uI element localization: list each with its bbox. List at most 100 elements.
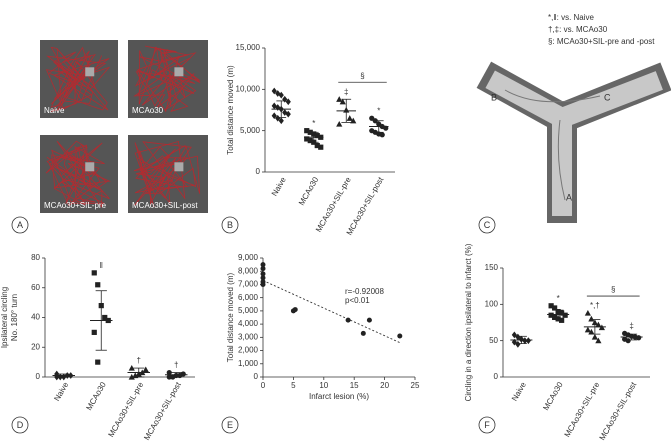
point (552, 305, 558, 311)
y-tick-label: 80 (31, 253, 40, 262)
panel-letter: A (17, 220, 23, 230)
y-tick-label: 0 (36, 372, 41, 381)
x-tick-label: MCAo30+SIL-post (142, 380, 183, 442)
point (336, 96, 343, 102)
point (515, 340, 521, 348)
point (102, 314, 108, 321)
x-title: Infarct lesion (%) (309, 392, 369, 401)
zone (174, 67, 184, 77)
y-tick-label: 150 (485, 263, 499, 272)
y-tick-label: 6,000 (238, 293, 259, 302)
y-tick-label: 0 (254, 372, 259, 381)
point (275, 114, 281, 122)
x-tick-label: Naive (52, 380, 70, 403)
y-tick-label: 15,000 (236, 43, 261, 52)
point (559, 317, 565, 323)
point (345, 317, 351, 323)
photo-label: MCAo30+SIL-post (132, 201, 198, 210)
point (260, 262, 266, 268)
significance-marker: ‡ (344, 87, 348, 96)
bracket-label: § (611, 285, 615, 294)
point (142, 366, 149, 373)
point (562, 312, 568, 318)
point (591, 333, 598, 340)
point (584, 326, 591, 333)
y-tick-label: 40 (31, 313, 40, 322)
point (339, 98, 346, 105)
y-tick-label: 5,000 (240, 126, 261, 135)
significance-marker: * (557, 294, 560, 303)
point (318, 144, 324, 150)
significance-marker: † (137, 356, 141, 365)
bracket-label: § (360, 71, 364, 80)
photo-label: MCAo30+SIL-pre (44, 201, 107, 210)
point (595, 321, 602, 328)
point (314, 142, 320, 149)
point (588, 328, 595, 335)
point (260, 266, 266, 272)
point (515, 333, 521, 341)
x-tick-label: MCAo30+SIL-post (598, 380, 639, 442)
point (260, 275, 266, 281)
y-title: Total distance moved (m) (226, 272, 235, 362)
point (91, 270, 97, 276)
y-tick-label: 50 (489, 336, 498, 345)
point (180, 371, 186, 377)
x-tick-label: MCAo30+SIL-pre (563, 380, 602, 439)
point (588, 315, 595, 322)
y-tick-label: 1,000 (238, 359, 259, 368)
photo-grid: Naive MCAo30 MCAo30+SIL-pre MCAo30+SIL-p… (40, 40, 208, 213)
legend-text: †,‡: vs. MCAo30 (548, 25, 608, 34)
point (304, 128, 310, 134)
panel-letter: D (17, 420, 24, 430)
x-tick-label: MCAo30+SIL-pre (106, 380, 145, 439)
point (285, 98, 291, 106)
significance-marker: * (312, 119, 315, 128)
x-tick-label: 15 (350, 381, 359, 390)
point (360, 330, 366, 336)
legend-text: *,‖: vs. Naive (548, 13, 595, 22)
point (636, 335, 642, 341)
x-tick-label: 0 (261, 381, 266, 390)
photo-label: MCAo30 (132, 106, 164, 115)
arm-label: B (491, 92, 497, 102)
y-title: No. 180° turn (10, 294, 19, 341)
y-tick-label: 9,000 (238, 253, 259, 262)
point (584, 309, 591, 316)
photo-label: Naive (44, 106, 65, 115)
y-title: Total distance moved (m) (226, 65, 235, 155)
significance-marker: † (174, 361, 178, 370)
x-tick-label: 10 (319, 381, 328, 390)
panel-letter: C (484, 220, 491, 230)
x-tick-label: 20 (380, 381, 389, 390)
track (45, 46, 111, 113)
x-tick-label: 25 (411, 381, 420, 390)
point (95, 282, 101, 288)
panel-letter-circle (221, 216, 239, 234)
point (292, 307, 298, 313)
point (304, 136, 310, 142)
panel-letter-circle (11, 416, 29, 434)
annotation: p<0.01 (345, 296, 370, 305)
point (271, 87, 277, 95)
significance-marker: ‖ (100, 261, 103, 270)
track (45, 140, 112, 208)
point (366, 317, 372, 323)
x-tick-label: MCAo30+SIL-post (345, 175, 386, 237)
significance-marker: ‡ (629, 322, 633, 331)
panel-letter: E (227, 420, 233, 430)
significance-marker: * (377, 106, 380, 115)
y-tick-label: 20 (31, 342, 40, 351)
x-tick-label: 5 (291, 381, 296, 390)
point (128, 364, 135, 371)
point (346, 115, 353, 121)
point (511, 331, 517, 339)
point (278, 91, 284, 99)
panel-letter-circle (221, 416, 239, 434)
zone (85, 67, 95, 77)
arm-label: A (566, 192, 572, 202)
point (525, 337, 531, 345)
y-tick-label: 100 (485, 299, 499, 308)
point (314, 133, 320, 139)
